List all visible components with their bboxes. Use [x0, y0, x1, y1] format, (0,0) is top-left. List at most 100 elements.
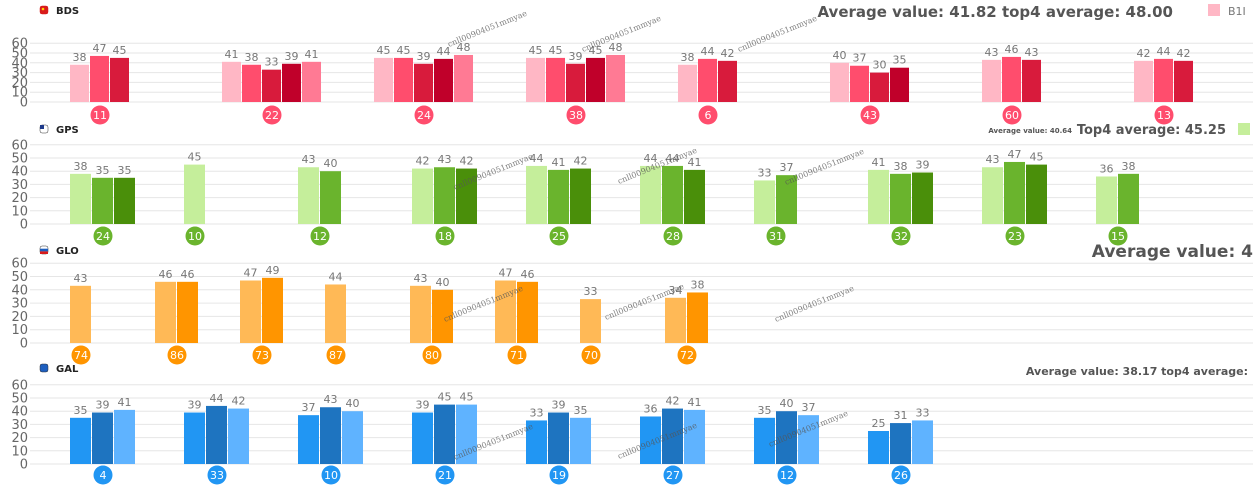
bds-value-label: 33: [265, 56, 279, 69]
gps-value-label: 47: [1008, 148, 1022, 161]
glo-average-text: Average value: 4: [1092, 242, 1253, 262]
glo-value-label: 43: [414, 272, 428, 285]
gps-bar: [114, 177, 135, 224]
glo-bar: [410, 285, 431, 343]
gps-average-text: Average value: 40.64: [988, 127, 1072, 135]
bds-value-label: 42: [1177, 47, 1191, 60]
gps-satellite-group: 42 43 42 18: [412, 153, 477, 246]
gps-bar: [684, 169, 705, 224]
gps-value-label: 37: [780, 161, 794, 174]
glo-value-label: 34: [669, 284, 683, 297]
gps-bar: [434, 167, 455, 224]
glo-satellite-group: 34 38 72: [665, 278, 708, 365]
gal-bar: [342, 411, 363, 464]
gps-satellite-group: 36 38 15: [1096, 160, 1139, 246]
gal-satellite-badge: [321, 465, 341, 485]
gps-satellite-group: 44 41 42 25: [526, 152, 591, 246]
bds-ytick-label: 10: [11, 86, 28, 101]
bds-legend-label: B1I: [1228, 5, 1246, 18]
gps-top4-text: Top4 average: 45.25: [1077, 123, 1226, 138]
bds-value-label: 41: [305, 48, 319, 61]
gps-bar: [640, 165, 661, 224]
watermark-text: cnll00904051mmyae: [736, 14, 818, 54]
bds-ytick-label: 30: [11, 66, 28, 81]
gps-satellite-id: 23: [1008, 230, 1022, 243]
bds-ytick-label: 0: [20, 96, 28, 111]
gal-bar: [890, 423, 911, 464]
gal-value-label: 35: [74, 404, 88, 417]
gal-satellite-badge: [891, 465, 911, 485]
bds-satellite-id: 6: [705, 109, 712, 122]
bds-satellite-group: 43 46 43 60: [982, 43, 1041, 125]
gps-satellite-group: 43 47 45 23: [982, 148, 1047, 246]
gal-satellite-group: 37 43 40 10: [298, 393, 363, 485]
bds-value-label: 40: [833, 49, 847, 62]
watermark-text: cnll00904051mmyae: [783, 147, 865, 187]
gps-satellite-id: 12: [313, 230, 327, 243]
bds-satellite-badge: [262, 105, 282, 125]
glo-satellite-group: 46 46 86: [155, 268, 198, 365]
bds-ytick-label: 40: [11, 56, 28, 71]
bds-satellite-badge: [1154, 105, 1174, 125]
flag-eu-icon-shape: [39, 363, 49, 373]
flag-china-icon: [39, 5, 49, 15]
bds-ytick-label: 20: [11, 76, 28, 91]
flag-china-icon-star: [41, 7, 45, 11]
gal-value-label: 37: [302, 401, 316, 414]
gps-satellite-id: 32: [894, 230, 908, 243]
bds-value-label: 41: [225, 48, 239, 61]
gal-value-label: 42: [666, 395, 680, 408]
gps-satellite-group: 38 35 35 24: [70, 160, 135, 246]
glo-bar: [665, 297, 686, 343]
gps-ytick-label: 20: [11, 191, 28, 206]
gal-bar: [298, 415, 319, 464]
glo-value-label: 44: [329, 270, 343, 283]
bds-satellite-id: 22: [265, 109, 279, 122]
bds-bar: [830, 62, 849, 102]
gps-ytick-label: 0: [20, 218, 28, 233]
gps-satellite-badge: [1108, 226, 1128, 246]
gal-value-label: 39: [416, 399, 430, 412]
bds-satellite-group: 38 47 45 11: [70, 42, 129, 125]
bds-value-label: 46: [1005, 43, 1019, 56]
gal-value-label: 33: [530, 406, 544, 419]
bds-value-label: 45: [113, 44, 127, 57]
glo-satellite-badge: [677, 345, 697, 365]
bds-bar: [1134, 60, 1153, 102]
glo-ytick-label: 40: [11, 283, 28, 298]
gal-value-label: 33: [916, 406, 930, 419]
gal-bar: [434, 404, 455, 464]
gps-value-label: 36: [1100, 162, 1114, 175]
bds-value-label: 45: [377, 44, 391, 57]
gal-bar: [114, 409, 135, 464]
gal-bar: [662, 408, 683, 464]
gal-satellite-id: 19: [552, 469, 566, 482]
gps-satellite-badge: [185, 226, 205, 246]
gps-bar: [298, 167, 319, 224]
bds-bar: [242, 64, 261, 102]
glo-satellite-id: 71: [510, 349, 524, 362]
flag-russia-icon-stripe-red: [40, 251, 48, 254]
gps-legend-swatch: [1238, 123, 1250, 135]
gps-bar: [570, 168, 591, 224]
bds-value-label: 42: [721, 47, 735, 60]
gps-value-label: 41: [688, 156, 702, 169]
bds-value-label: 44: [1157, 45, 1171, 58]
glo-bar: [177, 281, 198, 343]
bds-bar: [414, 63, 433, 102]
bds-bar: [606, 54, 625, 102]
glo-satellite-badge: [167, 345, 187, 365]
gal-satellite-badge: [207, 465, 227, 485]
bds-bar: [1154, 58, 1173, 102]
bds-bar: [890, 67, 909, 102]
gal-bar: [456, 404, 477, 464]
glo-satellite-group: 44 87: [325, 270, 346, 365]
bds-value-label: 44: [437, 45, 451, 58]
gal-ytick-label: 30: [11, 418, 28, 433]
gps-satellite-id: 24: [96, 230, 110, 243]
glo-bar: [70, 285, 91, 343]
bds-value-label: 45: [589, 44, 603, 57]
glo-value-label: 40: [436, 276, 450, 289]
gal-satellite-badge: [435, 465, 455, 485]
